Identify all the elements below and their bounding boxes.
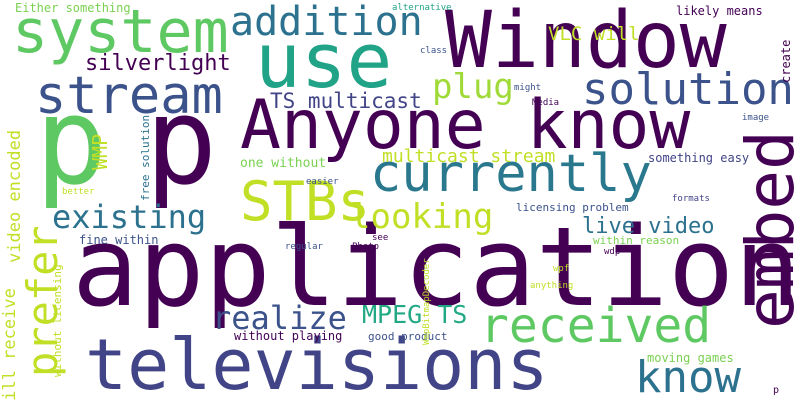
word: Photo: [352, 242, 380, 252]
word: Media: [532, 98, 560, 108]
word: WmpBitmapDecoder: [422, 258, 432, 345]
word: fine within: [79, 233, 159, 247]
word: video encoded: [5, 129, 25, 263]
word: Either something: [15, 1, 131, 15]
word: p: [35, 73, 108, 212]
word: p: [145, 73, 218, 212]
word: received: [480, 298, 712, 354]
word: wpf: [553, 264, 570, 274]
word: televisions: [85, 324, 549, 400]
word: stream: [35, 66, 223, 126]
word: within reason: [593, 234, 680, 247]
word: easier: [306, 177, 339, 187]
word: existing: [52, 198, 207, 236]
word: will receive: [0, 288, 20, 400]
word: use: [255, 16, 393, 105]
word: currently: [370, 144, 652, 204]
word: Window: [445, 0, 727, 86]
word: multicast stream: [382, 146, 556, 167]
word: see: [372, 233, 389, 243]
word: might: [514, 83, 542, 93]
word: likely means: [676, 4, 763, 18]
word: something easy: [648, 151, 750, 165]
word: live video: [582, 214, 715, 239]
word: addition: [230, 0, 423, 45]
word: MPEG TS: [362, 300, 468, 329]
word: image: [742, 113, 770, 123]
word: without playing: [234, 329, 343, 343]
word: application: [72, 203, 800, 331]
word: VLC will: [548, 23, 640, 45]
word: moving games: [647, 351, 734, 365]
word: Anyone know: [240, 86, 691, 165]
word: realize: [212, 299, 347, 337]
word: alternative: [392, 3, 452, 13]
word: class: [420, 46, 448, 56]
word: silverlight: [85, 51, 231, 76]
word: system: [12, 0, 229, 67]
word: good product: [368, 330, 448, 343]
word: regular: [285, 242, 323, 252]
word: better: [62, 187, 95, 197]
word: p: [773, 385, 780, 396]
word: solution: [582, 64, 794, 115]
word: wdp: [604, 247, 621, 257]
word: know: [635, 352, 741, 400]
word: looking: [350, 197, 494, 237]
word: one without: [240, 156, 327, 171]
word: free solution: [139, 114, 152, 201]
word: anything: [530, 281, 574, 291]
word: STBs: [240, 170, 371, 233]
word: plug: [432, 67, 514, 107]
word: formats: [672, 194, 710, 204]
word: TS multicast: [270, 89, 422, 113]
word: without licensing: [51, 264, 64, 377]
word: licensing problem: [516, 201, 629, 214]
word: create: [779, 39, 793, 83]
word: WMP: [88, 133, 112, 170]
